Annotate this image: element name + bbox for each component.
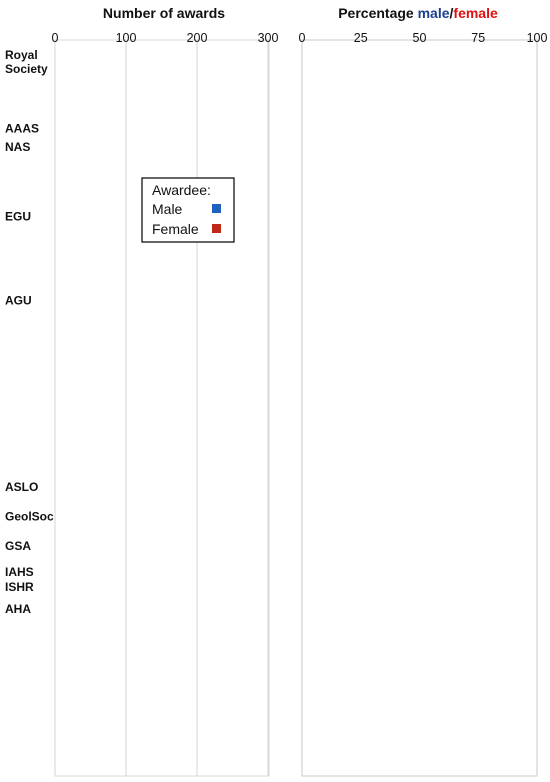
left-x-axis: 0 100 200 300 bbox=[52, 31, 279, 777]
legend-label-male: Male bbox=[152, 201, 183, 217]
group-label: GSA bbox=[5, 539, 31, 553]
right-tick-label: 50 bbox=[413, 31, 427, 45]
left-tick-label: 100 bbox=[116, 31, 137, 45]
right-title-male: male bbox=[418, 5, 450, 21]
group-label: ASLO bbox=[5, 480, 38, 494]
legend-title: Awardee: bbox=[152, 182, 211, 198]
legend-swatch-male bbox=[212, 204, 221, 213]
left-panel-title: Number of awards bbox=[103, 5, 225, 21]
left-plot-frame bbox=[54, 39, 270, 777]
right-tick-label: 100 bbox=[527, 31, 548, 45]
group-label: Royal bbox=[5, 48, 38, 62]
legend: Awardee: Male Female bbox=[141, 177, 235, 243]
right-panel-title: Percentage male/female bbox=[338, 5, 498, 21]
group-label: ISHR bbox=[5, 580, 34, 594]
right-x-axis: 0 25 50 75 100 bbox=[299, 31, 548, 777]
legend-label-female: Female bbox=[152, 221, 199, 237]
left-tick-label: 0 bbox=[52, 31, 59, 45]
group-label: AAAS bbox=[5, 121, 39, 135]
right-tick-label: 25 bbox=[354, 31, 368, 45]
right-title-sep: / bbox=[450, 5, 454, 21]
legend-swatch-female bbox=[212, 224, 221, 233]
group-label: EGU bbox=[5, 209, 31, 223]
right-title-prefix: Percentage bbox=[338, 5, 417, 21]
right-plot-frame bbox=[301, 39, 538, 777]
left-tick-label: 200 bbox=[187, 31, 208, 45]
right-tick-label: 75 bbox=[471, 31, 485, 45]
group-label: AHA bbox=[5, 602, 31, 616]
group-label: Society bbox=[5, 62, 48, 76]
left-tick-label: 300 bbox=[258, 31, 279, 45]
group-label: NAS bbox=[5, 140, 30, 154]
right-title-female: female bbox=[453, 5, 498, 21]
group-label: IAHS bbox=[5, 565, 34, 579]
group-label: GeolSoc bbox=[5, 509, 54, 523]
group-label: AGU bbox=[5, 294, 32, 308]
right-tick-label: 0 bbox=[299, 31, 306, 45]
